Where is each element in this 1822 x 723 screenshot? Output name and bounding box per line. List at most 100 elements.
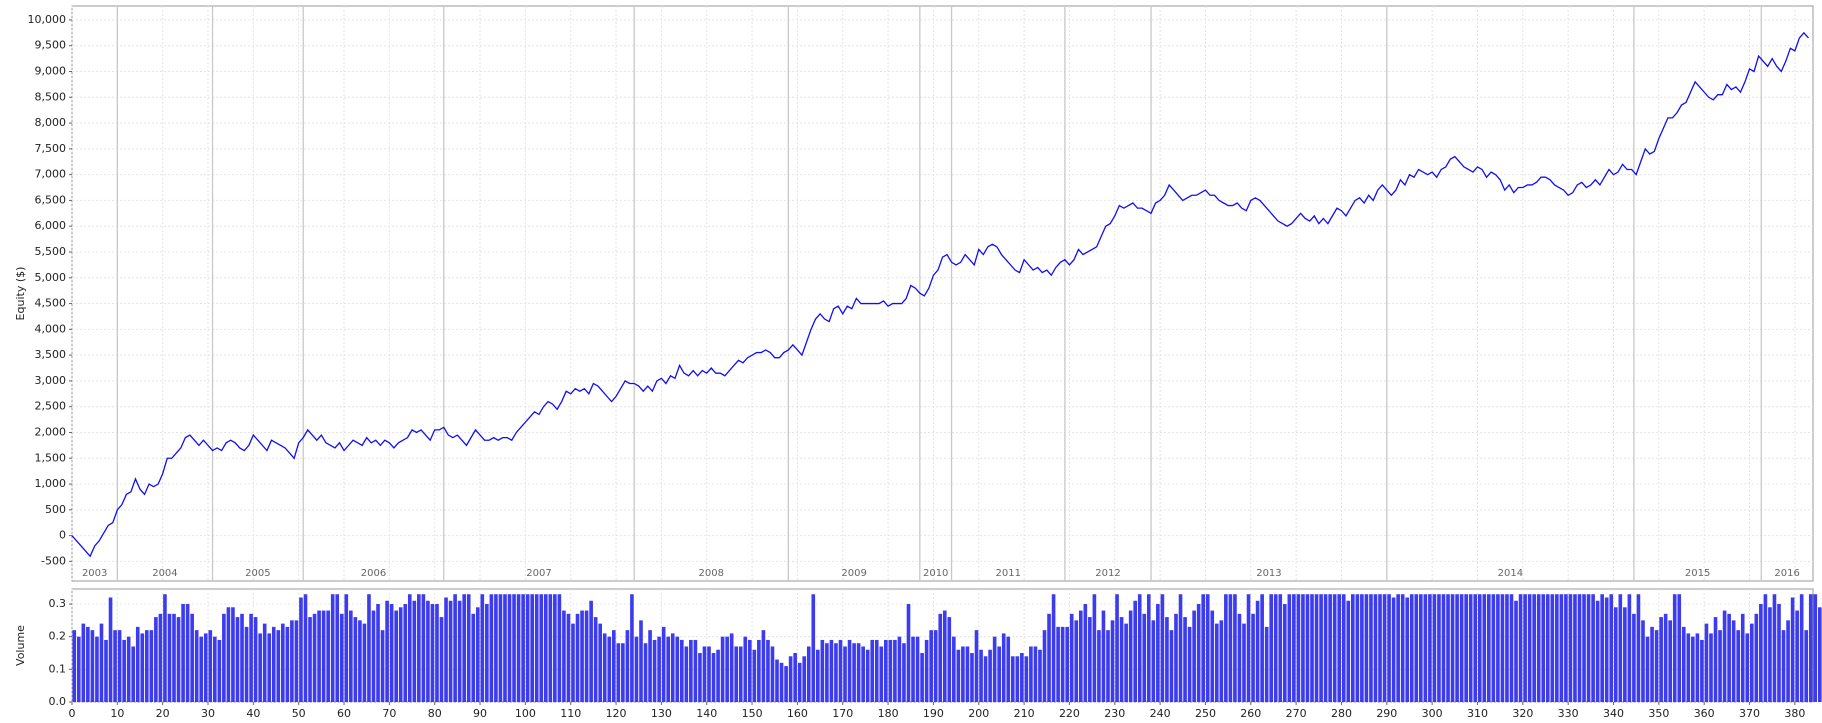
bar [1042,630,1047,702]
bar [1568,594,1573,702]
bar [1400,594,1405,702]
bar [1645,636,1650,702]
bar [1137,594,1142,702]
x-tick-label: 130 [651,707,672,720]
x-tick-label: 190 [923,707,944,720]
bar [1396,594,1400,702]
bar [752,649,757,702]
bar [1459,594,1464,702]
bar [607,636,612,702]
bar [176,617,181,702]
bar [240,613,244,702]
bar [172,613,176,702]
year-label: 2008 [699,568,724,579]
bar [775,659,779,702]
x-tick-label: 350 [1648,707,1669,720]
bar [1115,594,1119,702]
bar [811,594,816,702]
bar [1369,594,1373,702]
bar [1500,594,1505,702]
bar [1564,594,1568,702]
bar [1282,604,1287,702]
bar [1686,633,1691,702]
y-axis-label: Equity ($) [14,267,27,321]
bar [820,639,825,702]
bar [512,594,516,702]
bar [516,594,521,702]
bar [920,653,924,702]
bar [407,594,412,702]
x-tick-label: 30 [201,707,215,720]
x-tick-label: 260 [1240,707,1261,720]
bar [616,643,621,702]
bar [766,639,770,702]
bar [829,639,834,702]
year-label: 2007 [526,568,551,579]
bar [571,623,575,702]
x-tick-label: 200 [968,707,989,720]
bar [1749,623,1754,702]
bar [1341,594,1346,702]
year-label: 2016 [1774,568,1799,579]
bar [1219,620,1224,702]
bar [158,613,163,702]
bar [1582,594,1586,702]
bar [1092,594,1097,702]
x-tick-label: 50 [292,707,306,720]
bar [1446,594,1450,702]
bar [1292,594,1296,702]
bar [1332,594,1337,702]
bar [1382,594,1387,702]
y-tick-label: 6,500 [35,193,67,206]
bar [376,604,380,702]
bar [1464,594,1468,702]
bar [181,604,185,702]
bar [1704,623,1709,702]
bar [1759,604,1763,702]
year-label: 2009 [841,568,866,579]
x-tick-label: 290 [1376,707,1397,720]
bar [131,646,136,702]
bar [1409,594,1414,702]
bar [1623,607,1627,702]
bar [634,636,639,702]
bar [271,626,276,702]
y-tick-label: 5,000 [35,271,67,284]
bar [593,617,598,702]
bar [679,639,684,702]
bar [421,594,426,702]
x-tick-label: 20 [156,707,170,720]
bar [1314,594,1319,702]
bar [1668,620,1672,702]
bar [997,646,1001,702]
bar [1056,626,1060,702]
bar [707,646,711,702]
bar [897,636,902,702]
x-tick-label: 300 [1422,707,1443,720]
x-tick-label: 360 [1694,707,1715,720]
bar [226,607,231,702]
bar [439,617,444,702]
x-tick-label: 370 [1739,707,1760,720]
bar [534,594,539,702]
bar [1174,613,1178,702]
bar [856,643,861,702]
bar [253,617,258,702]
bar [217,639,222,702]
bar [906,604,911,702]
bar [1165,617,1169,702]
bar [1255,600,1260,702]
bar [1477,594,1482,702]
bar [720,636,725,702]
bar [1419,594,1423,702]
y-tick-label: 1,500 [35,451,67,464]
year-label: 2011 [996,568,1021,579]
year-label: 2003 [82,568,107,579]
bar [371,610,376,702]
bar [1373,594,1378,702]
bar [1432,594,1437,702]
bar [149,630,154,702]
year-label: 2015 [1685,568,1710,579]
y-tick-label: 7,500 [35,142,67,155]
bar [1577,594,1582,702]
